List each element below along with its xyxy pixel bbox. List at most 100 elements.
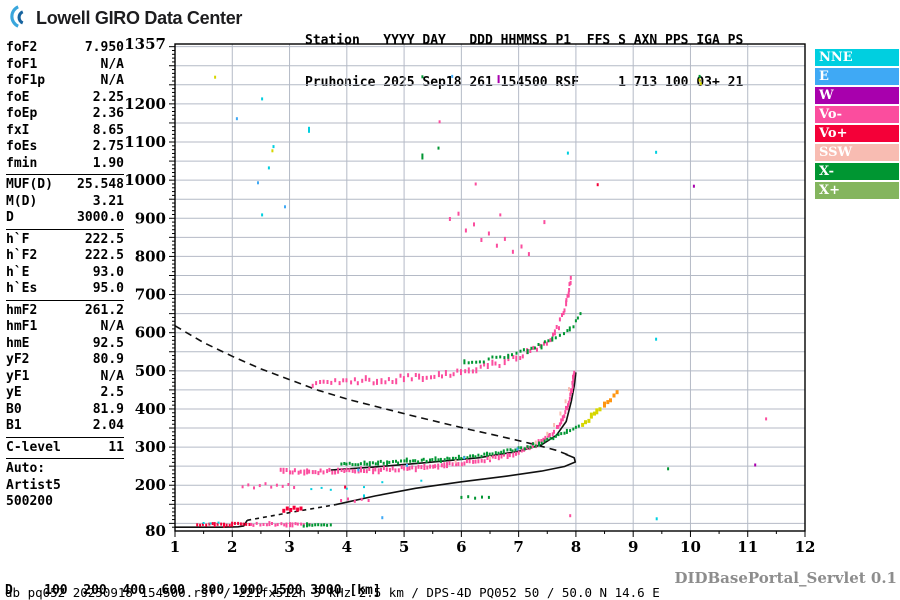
param-label: foE: [6, 89, 30, 105]
param-value: 95.0: [92, 281, 124, 296]
axis-labels: 1357120011001000900800700600500400300200…: [124, 35, 815, 556]
param-row-B0: B0 81.9: [6, 402, 124, 419]
param-label: h`F: [6, 231, 30, 247]
y-tick-label: 1000: [124, 171, 166, 189]
series-160km-scatter-Vo-: [340, 497, 370, 503]
param-value: 11: [108, 439, 124, 455]
param-row-foF1: foF1 N/A: [6, 57, 124, 74]
param-value: 2.5: [100, 385, 124, 400]
param-value: N/A: [100, 368, 124, 384]
curve-true-height-profile: [335, 453, 577, 506]
x-tick-label: 8: [571, 538, 581, 556]
param-label: yF1: [6, 368, 30, 384]
param-value: 2.36: [92, 106, 124, 121]
x-tick-label: 2: [227, 538, 237, 556]
param-label: D: [6, 210, 14, 225]
station-header-values: Pruhonice 2025 Sep18 261 154500 RSF 1 71…: [305, 75, 744, 90]
y-tick-label: 1200: [124, 95, 166, 113]
param-label: fxI: [6, 122, 30, 138]
series-SSW-along-trace: [454, 387, 570, 464]
curve-valley-dashed: [247, 503, 336, 522]
param-label: h`F2: [6, 248, 38, 263]
computed-curves: [174, 325, 577, 528]
param-value: 1.90: [92, 155, 124, 171]
panel-separator: [6, 299, 124, 301]
param-row-C-level: C-level 11: [6, 440, 124, 457]
y-tick-label: 900: [135, 209, 166, 227]
param-row-foF2: foF2 7.950: [6, 40, 124, 57]
param-value: 222.5: [84, 248, 124, 263]
legend-item-X+: X+: [815, 182, 899, 199]
param-value: 2.04: [92, 418, 124, 433]
axis-ticks: [169, 46, 806, 537]
legend-item-SSW: SSW: [815, 144, 899, 161]
curve-E-profile-baseline: [175, 519, 248, 528]
x-tick-label: 7: [513, 538, 523, 556]
param-row-h`F2: h`F2 222.5: [6, 248, 124, 265]
param-row-D: D 3000.0: [6, 210, 124, 227]
param-row-foF1p: foF1p N/A: [6, 73, 124, 90]
series-Es-Vo-: [250, 521, 311, 528]
y-tick-label: 700: [135, 286, 166, 304]
y-tick-label: 80: [145, 522, 166, 540]
param-value: 81.9: [92, 401, 124, 417]
param-row-foE: foE 2.25: [6, 90, 124, 107]
noise-specks: [214, 74, 768, 521]
curve-muf-transmission-curve: [174, 325, 573, 458]
param-label: B0: [6, 401, 22, 417]
param-value: N/A: [100, 73, 124, 88]
param-value: 222.5: [84, 231, 124, 247]
legend-item-NNE: NNE: [815, 49, 899, 66]
y-tick-label: 800: [135, 247, 166, 265]
param-value: N/A: [100, 56, 124, 72]
legend-item-E: E: [815, 68, 899, 85]
param-label: foEs: [6, 139, 38, 154]
param-row-hmF1: hmF1 N/A: [6, 319, 124, 336]
series-168km-scatter-X: [460, 495, 490, 500]
param-value: 261.2: [84, 302, 124, 318]
param-row-fxI: fxI 8.65: [6, 123, 124, 140]
x-tick-label: 10: [680, 538, 701, 556]
series-Es-Vo+: [196, 521, 251, 528]
param-row-fmin: fmin 1.90: [6, 156, 124, 173]
param-value: 92.5: [92, 335, 124, 351]
param-row-hmF2: hmF2 261.2: [6, 303, 124, 320]
echo-traces: [196, 211, 619, 528]
param-label: yF2: [6, 352, 30, 367]
param-label: hmF1: [6, 319, 38, 334]
y-tick-label: 1100: [124, 133, 166, 151]
legend-item-W: W: [815, 87, 899, 104]
series-stratification-Vo+: [282, 505, 303, 513]
panel-separator: [6, 458, 124, 459]
param-row-B1: B1 2.04: [6, 418, 124, 435]
curve-fitted-h-trace: [330, 372, 577, 471]
page-title: Lowell GIRO Data Center: [36, 7, 243, 28]
param-value: 2.75: [92, 139, 124, 154]
param-row-hmE: hmE 92.5: [6, 336, 124, 353]
param-label: hmF2: [6, 302, 38, 318]
param-label: M(D): [6, 193, 38, 209]
series-F-trace-O-mode: [279, 370, 576, 476]
x-tick-label: 4: [342, 538, 352, 556]
param-label: foF1: [6, 56, 38, 72]
param-label: B1: [6, 418, 22, 433]
param-row-M(D): M(D) 3.21: [6, 194, 124, 211]
x-tick-label: 11: [737, 538, 758, 556]
x-tick-label: 3: [284, 538, 294, 556]
panel-separator: [6, 228, 124, 230]
d-muf-table: D 100 200 400 600 800 1000 1500 3000 [km…: [5, 555, 389, 600]
series-NNE-mid-specks: [310, 479, 423, 491]
panel-separator: [6, 436, 124, 438]
legend-item-Vo+: Vo+: [815, 125, 899, 142]
param-label: foF2: [6, 40, 38, 55]
param-value: 3.21: [92, 193, 124, 209]
x-tick-label: 1: [170, 538, 180, 556]
legend-item-Vo-: Vo-: [815, 106, 899, 123]
measurement-status-line: db pq052 20250918 154500.rsf / 221fx512h…: [5, 585, 660, 600]
y-tick-label: 400: [135, 400, 166, 418]
x-tick-label: 9: [628, 538, 638, 556]
param-row-foEs: foEs 2.75: [6, 139, 124, 156]
param-value: N/A: [100, 319, 124, 334]
